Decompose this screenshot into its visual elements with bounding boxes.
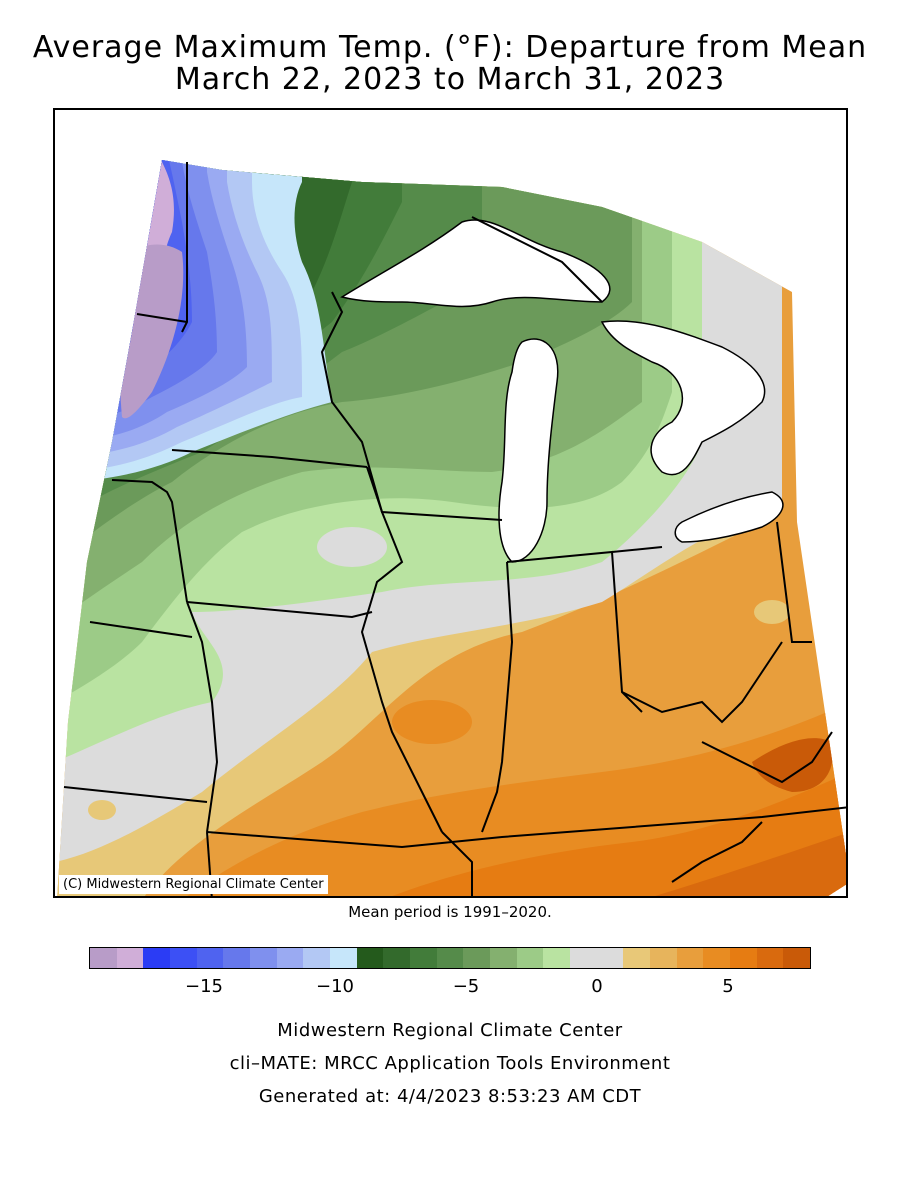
map-title: Average Maximum Temp. (°F): Departure fr… [32,30,868,65]
legend-swatch [330,948,357,968]
legend-tick-label: 5 [722,976,734,997]
legend-swatch [596,948,624,968]
legend-swatch [383,948,411,968]
footer-generated-time: Generated at: 4/4/2023 8:53:23 AM CDT [258,1086,642,1107]
legend-tick-label: −10 [316,976,354,997]
legend-swatch [730,948,757,968]
legend-swatch [116,948,144,968]
legend-tick-label: −5 [452,976,480,997]
legend-swatch [490,948,517,968]
legend-swatch [356,948,384,968]
legend-swatch [570,948,597,968]
legend-swatch [410,948,437,968]
map-panel: (C) Midwestern Regional Climate Center [53,108,848,898]
great-lakes [340,219,784,563]
legend-tick-label: 0 [591,976,603,997]
legend-swatch [303,948,331,968]
legend-swatch [650,948,677,968]
legend-swatch [196,948,224,968]
legend-swatch [436,948,464,968]
legend-swatch [90,948,117,968]
legend-swatch [250,948,277,968]
legend-swatch [463,948,491,968]
legend-swatch [143,948,171,968]
legend-swatch [276,948,304,968]
legend-swatch [516,948,544,968]
copyright-label: (C) Midwestern Regional Climate Center [59,875,328,894]
legend-swatch [543,948,571,968]
legend-swatch [223,948,251,968]
legend-swatch [623,948,651,968]
footer-tool-name: cli–MATE: MRCC Application Tools Environ… [229,1053,671,1074]
legend-swatch [756,948,784,968]
departure-map [57,160,846,896]
color-legend [89,947,811,969]
legend-tick-label: −15 [185,976,223,997]
footer-organization: Midwestern Regional Climate Center [277,1020,623,1041]
legend-swatch [783,948,811,968]
legend-swatch [703,948,731,968]
legend-swatch [170,948,197,968]
legend-swatch [676,948,704,968]
mean-period-note: Mean period is 1991–2020. [348,903,552,921]
map-date-range: March 22, 2023 to March 31, 2023 [174,62,726,97]
state-boundaries [63,162,846,896]
